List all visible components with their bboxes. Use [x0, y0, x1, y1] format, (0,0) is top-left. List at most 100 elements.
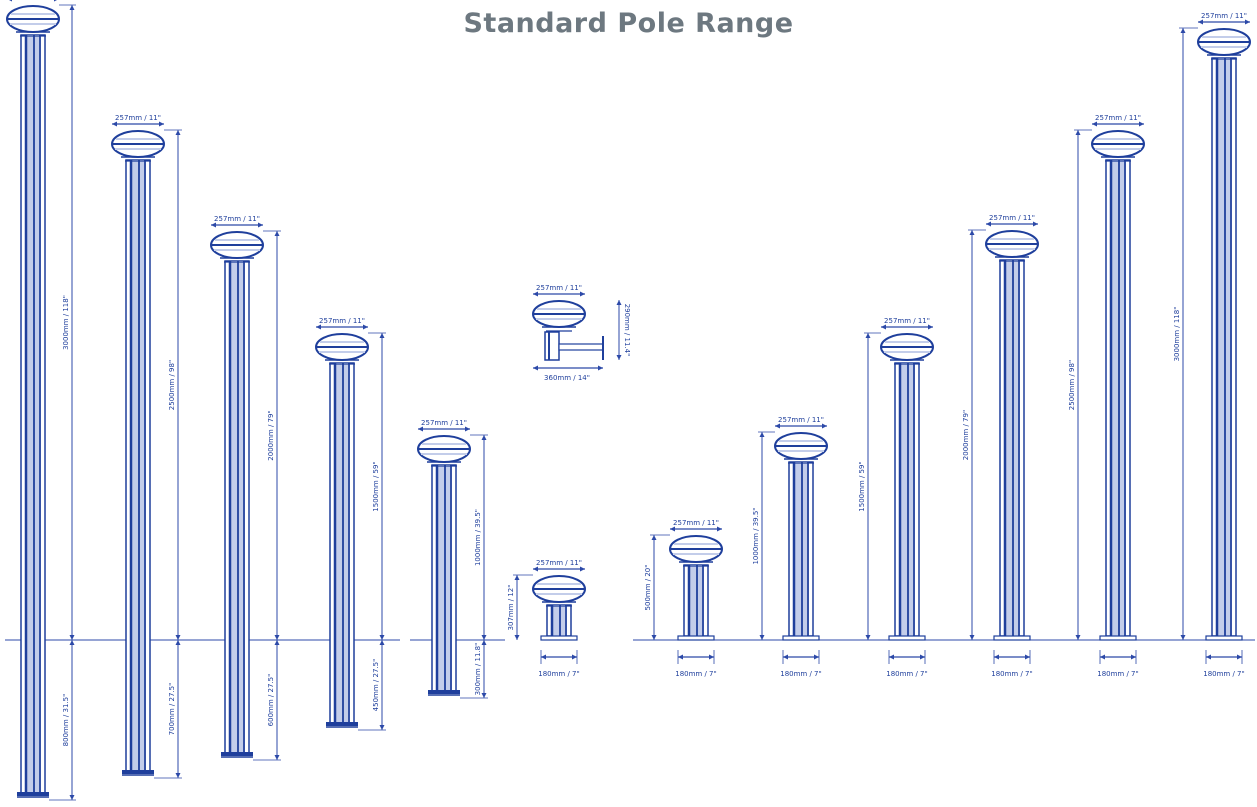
base-width-label: 180mm / 7"	[538, 670, 579, 678]
height-dimension-arrow-arrow-bottom	[69, 635, 75, 640]
height-dimension-arrow-arrow-bottom	[969, 635, 975, 640]
burial-dimension-label: 800mm / 31.5"	[62, 694, 70, 747]
pole-shaft	[999, 259, 1025, 637]
pole-shaft	[1105, 159, 1131, 637]
height-dimension-arrow-arrow-top	[69, 5, 75, 10]
height-dimension-label: 307mm / 12"	[507, 585, 515, 631]
lamp-head	[532, 300, 586, 332]
wall-bracket-body	[544, 331, 560, 361]
shaft-fill	[1112, 160, 1124, 636]
burial-dimension-arrow-arrow-top	[69, 640, 75, 645]
wall-head-width-label: 257mm / 11"	[536, 284, 582, 292]
height-dimension-label: 2000mm / 79"	[267, 410, 275, 460]
burial-dimension-arrow-arrow-top	[175, 640, 181, 645]
pole-shaft	[683, 564, 709, 637]
wall-head-width-arrow-arrow-right	[580, 291, 585, 297]
head-width-arrow-arrow-right	[363, 324, 368, 330]
base-plate	[993, 635, 1031, 641]
shaft-fill	[1218, 58, 1230, 636]
shaft-fill	[336, 363, 348, 724]
head-width-arrow-arrow-left	[670, 526, 675, 532]
shaft-fill	[438, 465, 450, 692]
height-dimension-arrow-arrow-bottom	[865, 635, 871, 640]
root-plate	[221, 752, 253, 756]
lamp-head	[532, 575, 586, 607]
head-width-arrow-arrow-right	[580, 566, 585, 572]
height-dimension-arrow-arrow-bottom	[651, 635, 657, 640]
base-width-arrow-arrow-right	[709, 654, 714, 660]
base-width-arrow-arrow-right	[1025, 654, 1030, 660]
height-dimension-arrow-arrow-bottom	[379, 635, 385, 640]
base-width-label: 180mm / 7"	[780, 670, 821, 678]
base-width-arrow-arrow-right	[814, 654, 819, 660]
wall-depth-arrow-arrow-left	[533, 365, 538, 371]
pole-p1000-left: 257mm / 11" 1000mm / 39.5" 300mm / 11.8"	[417, 419, 488, 699]
lamp-head	[6, 5, 60, 37]
lamp-head	[1091, 130, 1145, 162]
pole-p500-plate: 257mm / 11" 500mm / 20" 180mm / 7"	[644, 519, 723, 678]
head-width-label: 257mm / 11"	[319, 317, 365, 325]
pole-p1500-plate: 257mm / 11" 1500mm / 59" 180mm / 7"	[858, 317, 934, 678]
pole-p1500-left: 257mm / 11" 1500mm / 59" 450mm / 27.5"	[315, 317, 386, 731]
burial-dimension-label: 600mm / 27.5"	[267, 674, 275, 727]
height-dimension-arrow-arrow-top	[274, 231, 280, 236]
wall-arm	[558, 343, 604, 351]
base-width-arrow-arrow-right	[572, 654, 577, 660]
head-width-arrow-arrow-left	[316, 324, 321, 330]
burial-dimension-arrow-arrow-top	[379, 640, 385, 645]
burial-dimension-label: 300mm / 11.8"	[474, 643, 482, 696]
base-width-label: 180mm / 7"	[991, 670, 1032, 678]
pole-p2500-left: 257mm / 11" 2500mm / 98" 700mm / 27.5"	[111, 114, 182, 779]
head-width-arrow-arrow-left	[533, 566, 538, 572]
base-plate	[677, 635, 715, 641]
wall-head-width-arrow-arrow-left	[533, 291, 538, 297]
height-dimension-arrow-arrow-top	[481, 435, 487, 440]
burial-dimension-arrow-arrow-bottom	[379, 725, 385, 730]
height-dimension-label: 2000mm / 79"	[962, 410, 970, 460]
root-plate	[17, 792, 49, 796]
shaft-fill	[27, 35, 39, 794]
head-width-label: 257mm / 11"	[214, 215, 260, 223]
height-dimension-arrow-arrow-bottom	[1075, 635, 1081, 640]
shaft-fill	[553, 605, 565, 636]
wall-height-arrow-arrow-bottom	[616, 355, 622, 360]
shaft-fill	[132, 160, 144, 772]
shaft-fill	[231, 261, 243, 754]
head-width-label: 257mm / 11"	[989, 214, 1035, 222]
lamp-head	[210, 231, 264, 263]
head-width-arrow-arrow-left	[881, 324, 886, 330]
height-dimension-label: 3000mm / 118"	[1173, 307, 1181, 362]
burial-dimension-arrow-arrow-bottom	[274, 755, 280, 760]
pole-p2500-plate: 257mm / 11" 2500mm / 98" 180mm / 7"	[1068, 114, 1145, 678]
height-dimension-arrow-arrow-bottom	[481, 635, 487, 640]
wall-depth-arrow-arrow-right	[598, 365, 603, 371]
base-width-arrow-arrow-left	[1100, 654, 1105, 660]
base-plate	[540, 635, 578, 641]
height-dimension-label: 1000mm / 39.5"	[474, 509, 482, 566]
height-dimension-arrow-arrow-bottom	[514, 635, 520, 640]
head-width-arrow-arrow-left	[112, 121, 117, 127]
lamp-head	[111, 130, 165, 162]
head-width-arrow-arrow-right	[258, 222, 263, 228]
head-width-arrow-arrow-right	[1245, 19, 1250, 25]
wall-light: 257mm / 11" 360mm / 14" 290mm / 11.4"	[532, 284, 631, 382]
burial-dimension-arrow-arrow-bottom	[69, 795, 75, 800]
shaft-fill	[1006, 260, 1018, 636]
base-plate	[782, 635, 820, 641]
head-width-arrow-arrow-right	[465, 426, 470, 432]
height-dimension-arrow-arrow-top	[1075, 130, 1081, 135]
wall-height-arrow-arrow-top	[616, 300, 622, 305]
root-plate	[122, 770, 154, 774]
head-width-arrow-arrow-left	[986, 221, 991, 227]
head-width-label: 257mm / 11"	[778, 416, 824, 424]
height-dimension-arrow-arrow-top	[1180, 28, 1186, 33]
burial-dimension-arrow-arrow-top	[481, 640, 487, 645]
head-width-label: 257mm / 11"	[884, 317, 930, 325]
base-plate	[1099, 635, 1137, 641]
head-width-label: 257mm / 11"	[673, 519, 719, 527]
pole-shaft	[20, 34, 46, 795]
pole-shaft	[1211, 57, 1237, 637]
height-dimension-label: 1500mm / 59"	[372, 461, 380, 511]
